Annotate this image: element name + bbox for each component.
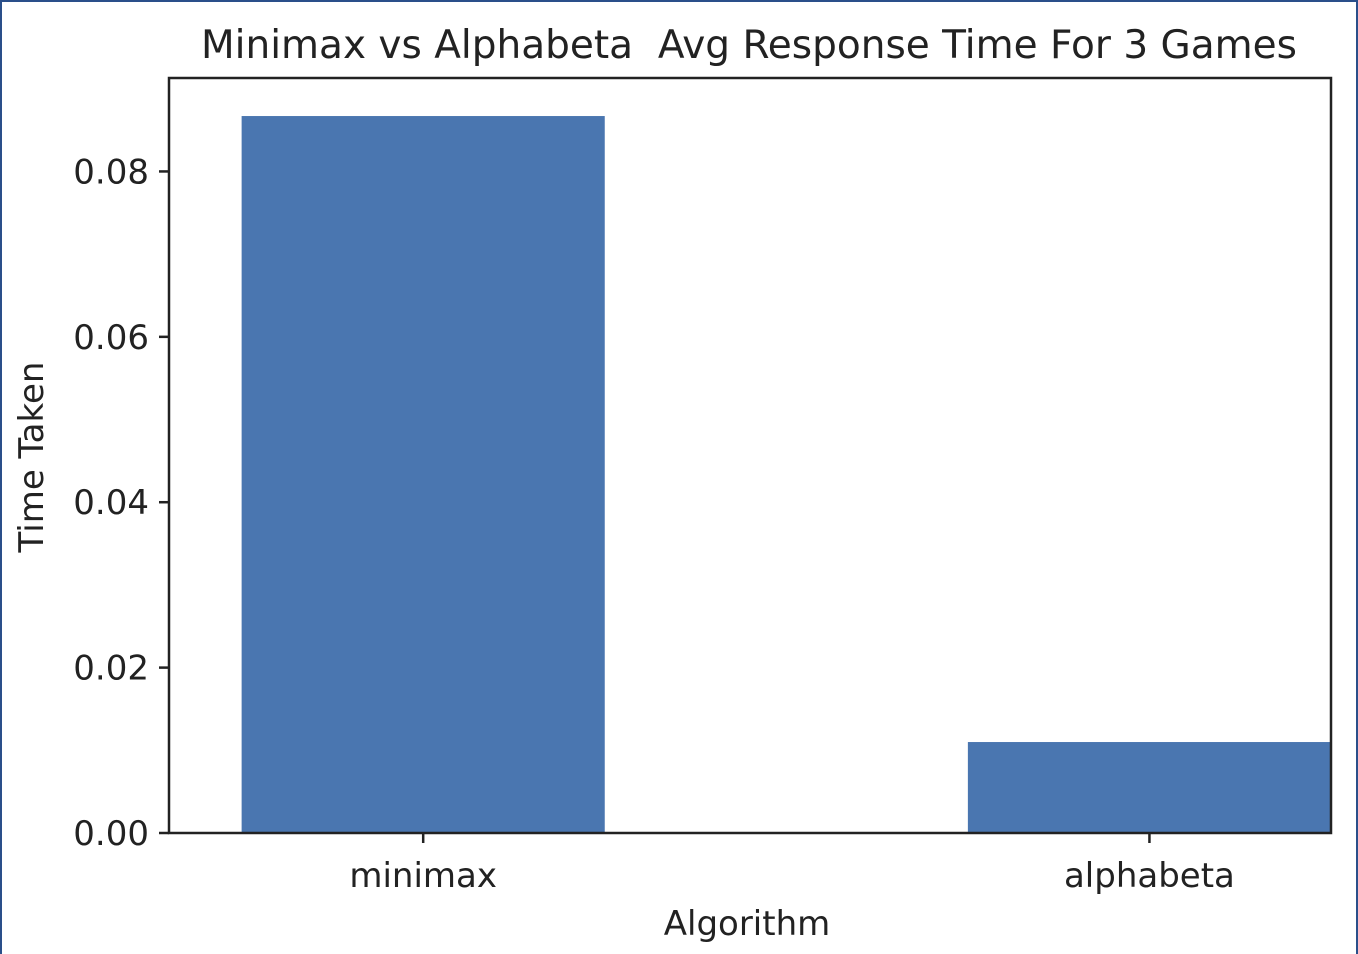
x-tick-label-minimax: minimax (349, 856, 497, 896)
y-tick-label: 0.06 (73, 318, 149, 358)
y-axis-label: Time Taken (12, 362, 52, 554)
plot-area-frame (167, 76, 1333, 835)
x-tick-label-alphabeta: alphabeta (1064, 856, 1235, 896)
bar-minimax (241, 116, 605, 833)
y-axis: 0.00 0.02 0.04 0.06 0.08 (73, 152, 169, 854)
x-axis: minimax alphabeta (349, 833, 1235, 896)
y-tick-label: 0.08 (73, 152, 149, 192)
bar-alphabeta (967, 742, 1331, 833)
bars-group (241, 116, 1331, 833)
y-tick-label: 0.00 (73, 814, 149, 854)
y-tick-label: 0.02 (73, 649, 149, 689)
y-tick-label: 0.04 (73, 483, 149, 523)
x-axis-label: Algorithm (664, 904, 831, 944)
chart-title: Minimax vs Alphabeta Avg Response Time F… (201, 23, 1297, 68)
